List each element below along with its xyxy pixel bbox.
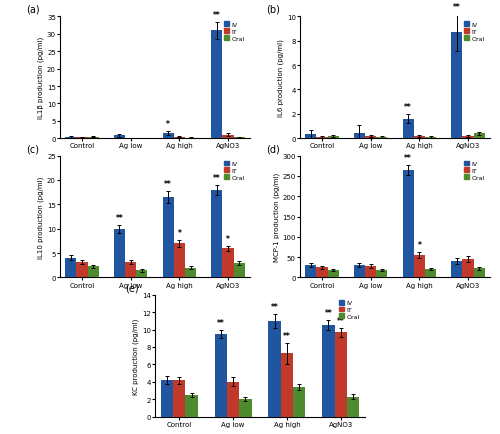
Legend: IV, IT, Oral: IV, IT, Oral xyxy=(462,20,487,43)
Bar xyxy=(474,269,485,278)
Text: (d): (d) xyxy=(266,144,280,154)
Y-axis label: IL10 production (pg/ml): IL10 production (pg/ml) xyxy=(38,176,44,258)
Text: **: ** xyxy=(116,213,124,222)
Text: *: * xyxy=(418,240,422,249)
Bar xyxy=(462,260,473,278)
Text: **: ** xyxy=(164,180,172,189)
Bar xyxy=(76,138,88,139)
Text: **: ** xyxy=(217,318,224,327)
Bar xyxy=(185,138,196,139)
Bar xyxy=(414,256,425,278)
Bar xyxy=(322,326,334,417)
Bar xyxy=(240,399,252,417)
Bar xyxy=(376,270,388,278)
Y-axis label: IL6 production (pg/ml): IL6 production (pg/ml) xyxy=(278,39,284,117)
Bar xyxy=(162,197,174,278)
Bar xyxy=(328,136,338,139)
Text: **: ** xyxy=(283,331,291,340)
Bar xyxy=(268,321,280,417)
Bar xyxy=(316,138,328,139)
Legend: IV, IT, Oral: IV, IT, Oral xyxy=(462,159,487,182)
Y-axis label: KC production (pg/ml): KC production (pg/ml) xyxy=(132,318,139,394)
Bar xyxy=(65,258,76,278)
Bar xyxy=(88,266,99,278)
Bar xyxy=(222,135,234,139)
Bar xyxy=(125,262,136,278)
Bar xyxy=(305,266,316,278)
Text: (b): (b) xyxy=(266,5,280,15)
Bar xyxy=(174,138,185,139)
Bar xyxy=(334,332,347,417)
Bar xyxy=(173,380,186,417)
Bar xyxy=(214,334,227,417)
Text: **: ** xyxy=(337,316,344,325)
Bar xyxy=(452,262,462,278)
Text: **: ** xyxy=(404,103,412,112)
Text: **: ** xyxy=(404,154,412,162)
Bar xyxy=(402,171,414,278)
Bar xyxy=(474,134,485,139)
Text: (a): (a) xyxy=(26,5,40,15)
Bar xyxy=(365,266,376,278)
Bar xyxy=(222,249,234,278)
Bar xyxy=(354,266,365,278)
Bar xyxy=(280,353,293,417)
Text: **: ** xyxy=(324,308,332,317)
Bar xyxy=(76,262,88,278)
Bar xyxy=(425,138,436,139)
Legend: IV, IT, Oral: IV, IT, Oral xyxy=(222,20,247,43)
Bar xyxy=(160,380,173,417)
Bar xyxy=(212,31,222,139)
Text: (c): (c) xyxy=(26,144,39,154)
Text: *: * xyxy=(178,228,182,237)
Bar xyxy=(212,190,222,278)
Bar xyxy=(136,270,147,278)
Text: *: * xyxy=(226,234,230,243)
Bar xyxy=(347,397,360,417)
Bar xyxy=(293,387,306,417)
Bar xyxy=(114,229,125,278)
Text: **: ** xyxy=(213,174,220,182)
Bar xyxy=(114,136,125,139)
Bar xyxy=(414,137,425,139)
Legend: IV, IT, Oral: IV, IT, Oral xyxy=(337,298,362,321)
Y-axis label: IL1β production (pg/ml): IL1β production (pg/ml) xyxy=(38,37,44,119)
Text: **: ** xyxy=(213,10,220,20)
Legend: IV, IT, Oral: IV, IT, Oral xyxy=(222,159,247,182)
Bar xyxy=(365,137,376,139)
Bar xyxy=(174,244,185,278)
Text: *: * xyxy=(166,120,170,129)
Bar xyxy=(402,119,414,139)
Bar xyxy=(125,138,136,139)
Bar xyxy=(316,268,328,278)
Bar xyxy=(185,268,196,278)
Y-axis label: MCP-1 production (pg/ml): MCP-1 production (pg/ml) xyxy=(273,172,280,262)
Bar xyxy=(425,270,436,278)
Bar xyxy=(88,138,99,139)
Text: (e): (e) xyxy=(126,283,139,293)
Bar xyxy=(328,270,338,278)
Bar xyxy=(452,33,462,139)
Bar xyxy=(234,138,245,139)
Bar xyxy=(227,382,239,417)
Bar xyxy=(462,137,473,139)
Bar xyxy=(354,134,365,139)
Bar xyxy=(376,138,388,139)
Bar xyxy=(234,263,245,278)
Bar xyxy=(162,134,174,139)
Bar xyxy=(186,395,198,417)
Text: **: ** xyxy=(270,302,278,311)
Text: **: ** xyxy=(453,3,460,12)
Bar xyxy=(65,138,76,139)
Bar xyxy=(305,135,316,139)
